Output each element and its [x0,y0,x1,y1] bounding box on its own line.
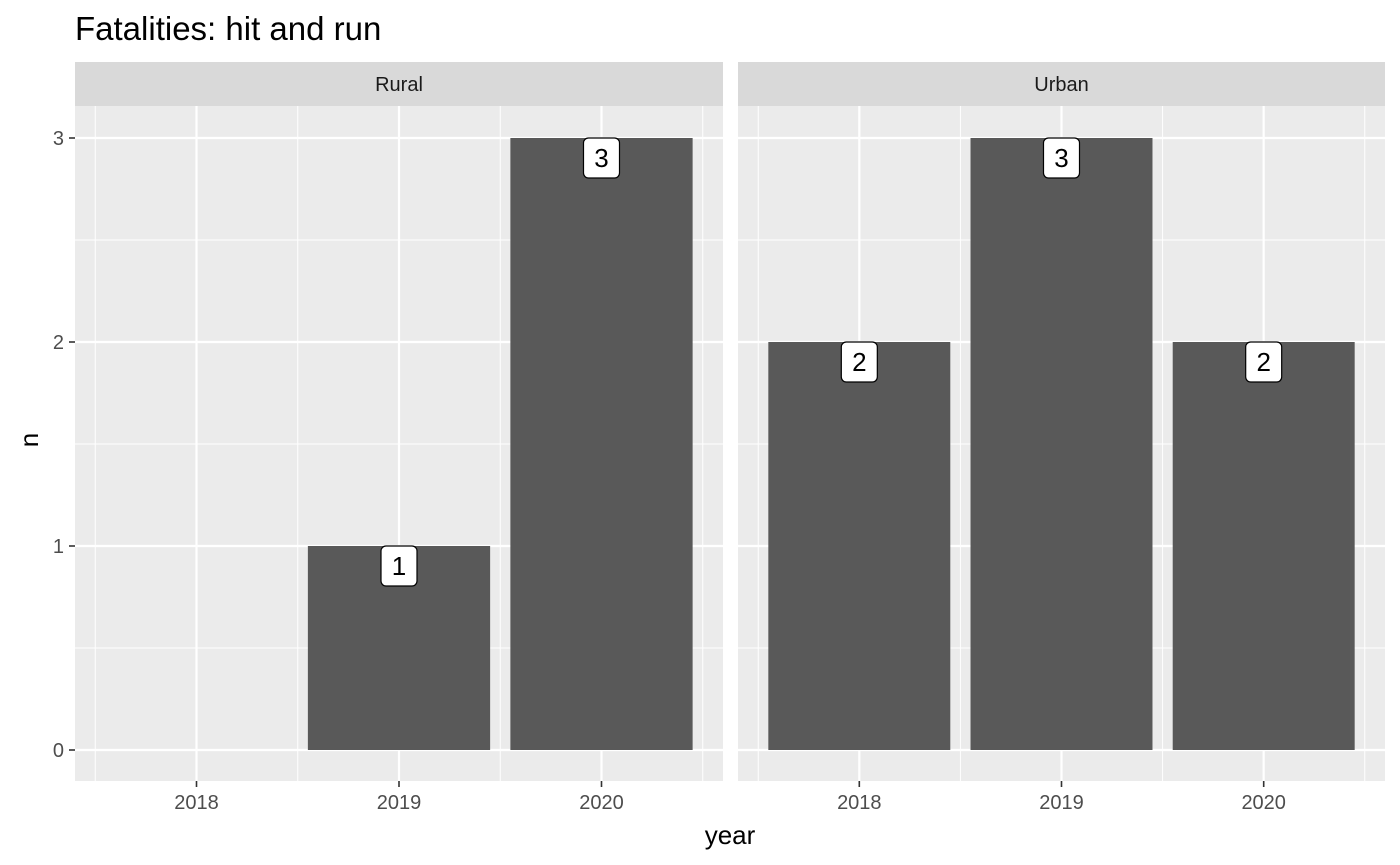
data-label-box [380,545,418,587]
bar [970,138,1153,750]
data-label: 3 [1054,143,1068,173]
facet-rural: Rural 1 3 2018 2019 2020 [75,62,723,814]
data-label: 3 [594,143,608,173]
facet-strip [738,62,1385,106]
x-tick-label: 2020 [1241,792,1286,814]
bar [510,138,693,750]
facet-urban: Urban 2 3 2 2018 2019 2020 [738,62,1385,814]
x-tick-label: 2019 [377,792,422,814]
data-label: 1 [392,551,406,581]
y-tick-label: 3 [53,128,64,150]
data-label-box [1245,341,1283,383]
facet-strip [75,62,723,106]
bar [1172,342,1355,750]
chart-title: Fatalities: hit and run [75,10,381,47]
y-axis: 0 1 2 3 [53,128,75,762]
facet-strip-label: Urban [1034,74,1088,96]
x-axis-title: year [705,820,756,850]
x-tick-label: 2020 [579,792,624,814]
x-tick-label: 2018 [837,792,882,814]
data-label: 2 [852,347,866,377]
facet-strip-label: Rural [375,74,423,96]
y-axis-title: n [14,433,44,447]
x-tick-label: 2019 [1039,792,1084,814]
y-tick-label: 0 [53,740,64,762]
y-tick-label: 1 [53,536,64,558]
bar [768,342,951,750]
data-label: 2 [1256,347,1270,377]
facets-layer: 0 1 2 3 Rural 1 3 2018 2019 2020 Urban 2 3 2 2018 2019 2… [53,62,1385,814]
data-label-box [582,137,621,179]
y-tick-label: 2 [53,332,64,354]
data-label-box [840,341,878,383]
x-tick-label: 2018 [174,792,219,814]
data-label-box [1042,137,1081,179]
